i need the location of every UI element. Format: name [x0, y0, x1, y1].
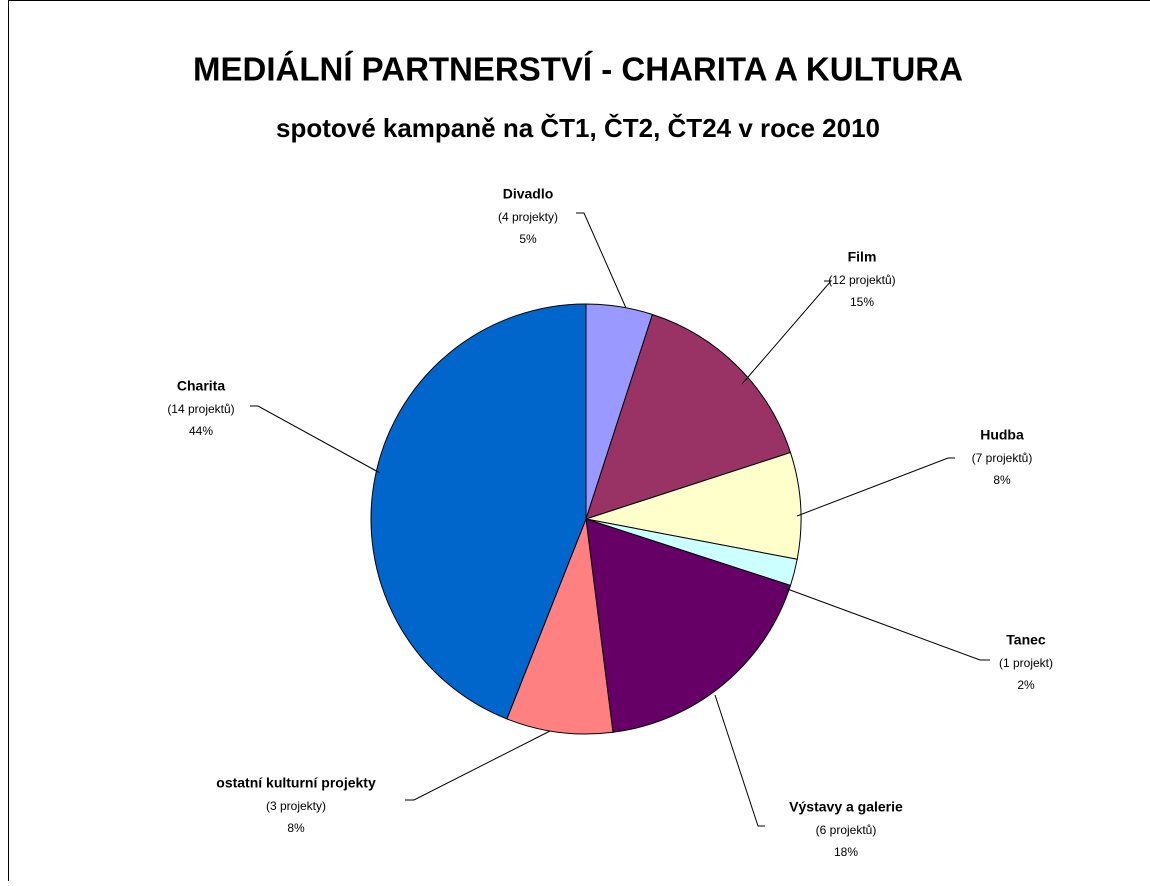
leader-line	[742, 281, 831, 384]
leader-line	[250, 406, 380, 473]
slice-detail: (12 projektů)	[828, 273, 895, 287]
slice-detail: (1 projekt)	[999, 656, 1053, 670]
slice-value-label: 18%	[834, 845, 858, 859]
slice-detail: (7 projektů)	[972, 451, 1033, 465]
slice-value-label: 8%	[287, 821, 305, 835]
slice-detail: (6 projektů)	[816, 823, 877, 837]
chart-title: MEDIÁLNÍ PARTNERSTVÍ - CHARITA A KULTURA	[193, 51, 963, 88]
leader-line	[715, 695, 765, 826]
leader-line	[782, 587, 990, 660]
slice-value-label: 44%	[189, 424, 213, 438]
leader-line	[405, 731, 550, 800]
leader-line	[797, 458, 955, 516]
slice-category: Tanec	[1006, 632, 1046, 648]
slice-detail: (14 projektů)	[167, 402, 234, 416]
slice-category: Výstavy a galerie	[789, 799, 903, 815]
slice-category: Film	[848, 249, 877, 265]
slice-category: Divadlo	[503, 186, 554, 202]
slice-detail: (3 projekty)	[266, 799, 326, 813]
slice-category: Charita	[177, 378, 225, 394]
slice-value-label: 15%	[850, 295, 874, 309]
slice-category: ostatní kulturní projekty	[216, 775, 376, 791]
slice-value-label: 5%	[519, 232, 537, 246]
slice-category: Hudba	[980, 427, 1024, 443]
slice-value-label: 2%	[1017, 678, 1035, 692]
slice-detail: (4 projekty)	[498, 210, 558, 224]
chart-subtitle: spotové kampaně na ČT1, ČT2, ČT24 v roce…	[276, 113, 880, 143]
leader-line	[576, 213, 626, 308]
slice-value-label: 8%	[993, 473, 1011, 487]
